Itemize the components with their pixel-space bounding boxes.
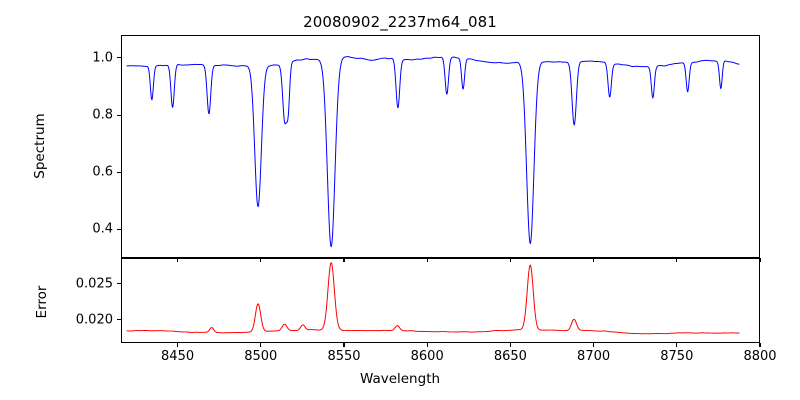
x-tick-spectrum-1 — [260, 258, 262, 262]
spectrum-series-line — [126, 56, 740, 248]
x-tick-error-0 — [177, 343, 179, 347]
x-tick-label-7: 8800 — [743, 349, 777, 364]
error-plot-panel — [121, 258, 760, 343]
y-tick-label-error-0: 0.020 — [75, 312, 113, 328]
y-tick-label-spectrum-1: 0.6 — [92, 164, 113, 180]
y-tick-error-1 — [117, 283, 121, 285]
x-tick-error-1 — [260, 343, 262, 347]
y-tick-spectrum-1 — [117, 171, 121, 173]
x-tick-spectrum-6 — [676, 258, 678, 262]
x-tick-spectrum-0 — [177, 258, 179, 262]
spectrum-plot-panel — [121, 35, 760, 258]
x-tick-error-5 — [593, 343, 595, 347]
x-tick-label-1: 8500 — [244, 349, 278, 364]
x-tick-spectrum-5 — [593, 258, 595, 262]
chart-title: 20080902_2237m64_081 — [303, 13, 497, 31]
x-tick-label-6: 8750 — [660, 349, 694, 364]
x-tick-label-5: 8700 — [577, 349, 611, 364]
y-tick-label-error-1: 0.025 — [75, 276, 113, 292]
error-series-line — [126, 262, 740, 335]
x-tick-spectrum-2 — [343, 258, 345, 262]
x-axis-label: Wavelength — [359, 371, 441, 387]
x-tick-error-7 — [759, 343, 761, 347]
x-tick-label-4: 8650 — [493, 349, 527, 364]
x-tick-error-2 — [343, 343, 345, 347]
x-tick-label-3: 8600 — [410, 349, 444, 364]
x-tick-error-3 — [426, 343, 428, 347]
y-tick-label-spectrum-0: 0.4 — [92, 221, 113, 237]
y-tick-spectrum-0 — [117, 228, 121, 230]
x-tick-label-0: 8450 — [161, 349, 195, 364]
x-tick-error-6 — [676, 343, 678, 347]
x-tick-spectrum-4 — [509, 258, 511, 262]
x-tick-spectrum-3 — [426, 258, 428, 262]
x-tick-spectrum-7 — [759, 258, 761, 262]
y-tick-spectrum-3 — [117, 57, 121, 59]
y-axis-label-spectrum: Spectrum — [32, 113, 48, 179]
y-axis-label-error: Error — [34, 285, 50, 319]
y-tick-label-spectrum-3: 1.0 — [92, 50, 113, 66]
y-tick-error-0 — [117, 319, 121, 321]
x-tick-label-2: 8550 — [327, 349, 361, 364]
y-tick-spectrum-2 — [117, 114, 121, 116]
x-tick-error-4 — [509, 343, 511, 347]
y-tick-label-spectrum-2: 0.8 — [92, 107, 113, 123]
